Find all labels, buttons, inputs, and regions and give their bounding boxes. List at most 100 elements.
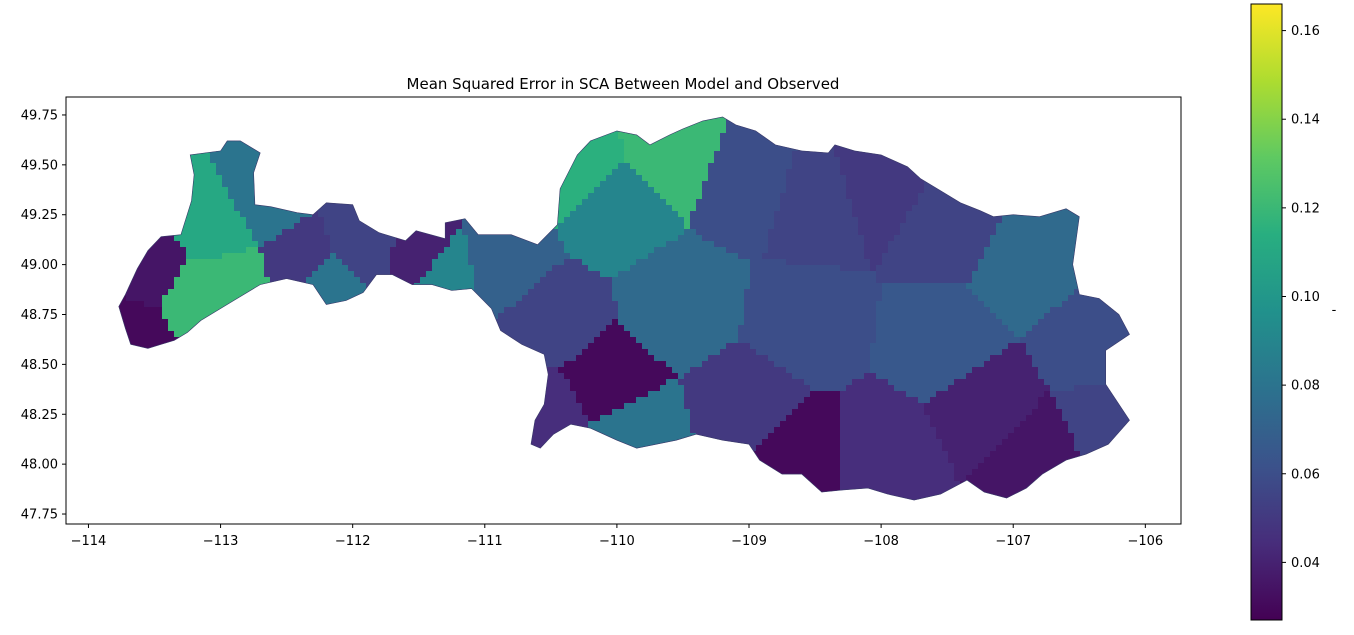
region-cell <box>630 97 636 103</box>
region-cell <box>558 109 564 115</box>
region-cell <box>1122 117 1129 122</box>
region-cell <box>270 253 277 260</box>
region-cell <box>918 169 925 176</box>
region-cell <box>630 109 636 115</box>
region-cell <box>102 163 108 169</box>
region-cell <box>726 235 733 242</box>
region-cell <box>408 223 415 230</box>
region-cell <box>360 145 367 152</box>
region-cell <box>198 247 205 254</box>
region-cell <box>612 199 619 206</box>
region-cell <box>696 121 703 128</box>
region-cell <box>96 133 102 139</box>
region-cell <box>528 217 535 224</box>
region-cell <box>1110 211 1117 218</box>
region-cell <box>144 97 150 103</box>
region-cell <box>150 253 157 260</box>
region-cell <box>1146 187 1152 193</box>
region-cell <box>150 169 157 176</box>
region-cell <box>750 253 757 260</box>
region-cell <box>84 163 90 169</box>
region-cell <box>942 103 948 109</box>
region-cell <box>594 253 601 260</box>
region-cell <box>582 187 589 194</box>
region-cell <box>960 217 967 224</box>
region-cell <box>834 205 841 212</box>
region-cell <box>654 229 661 236</box>
region-cell <box>156 187 163 194</box>
region-cell <box>624 121 631 128</box>
region-cell <box>780 163 787 170</box>
region-cell <box>792 241 799 248</box>
region-cell <box>972 241 979 248</box>
region-cell <box>792 163 799 170</box>
region-cell <box>750 247 757 254</box>
region-cell <box>360 139 367 146</box>
region-cell <box>366 127 373 134</box>
region-cell <box>642 199 649 206</box>
region-cell <box>822 175 829 182</box>
region-cell <box>198 151 205 158</box>
region-cell <box>234 157 241 164</box>
region-cell <box>756 145 763 152</box>
region-cell <box>372 97 378 103</box>
region-cell <box>474 211 481 218</box>
region-cell <box>756 217 763 224</box>
region-cell <box>126 223 133 230</box>
region-cell <box>738 145 745 152</box>
region-cell <box>732 205 739 212</box>
region-cell <box>174 103 180 109</box>
region-cell <box>756 193 763 200</box>
region-cell <box>840 193 847 200</box>
region-cell <box>1002 199 1009 206</box>
region-cell <box>360 181 367 188</box>
region-cell <box>102 181 108 187</box>
region-cell <box>306 187 313 194</box>
region-cell <box>1158 211 1164 217</box>
region-cell <box>846 247 853 254</box>
region-cell <box>1086 127 1093 134</box>
region-cell <box>864 205 871 212</box>
region-cell <box>642 193 649 200</box>
region-cell <box>66 241 72 247</box>
region-cell <box>714 169 721 176</box>
region-cell <box>108 205 114 211</box>
region-cell <box>1080 193 1087 200</box>
region-cell <box>456 127 463 134</box>
region-cell <box>894 223 901 230</box>
region-cell <box>504 117 511 122</box>
region-cell <box>66 175 72 181</box>
region-cell <box>1086 187 1093 194</box>
region-cell <box>846 193 853 200</box>
region-cell <box>1002 205 1009 212</box>
region-cell <box>552 117 559 122</box>
region-cell <box>516 133 523 140</box>
region-cell <box>858 211 865 218</box>
region-cell <box>972 169 979 176</box>
region-cell <box>570 175 577 182</box>
region-cell <box>450 241 457 248</box>
region-cell <box>672 103 678 109</box>
region-cell <box>942 193 949 200</box>
region-cell <box>162 169 169 176</box>
region-cell <box>990 217 997 224</box>
region-cell <box>798 247 805 254</box>
region-cell <box>1056 121 1063 128</box>
region-cell <box>1062 247 1069 254</box>
region-cell <box>228 235 235 242</box>
region-cell <box>414 127 421 134</box>
region-cell <box>1152 163 1158 169</box>
region-cell <box>324 109 330 115</box>
region-cell <box>1164 121 1170 127</box>
region-cell <box>282 121 289 128</box>
region-cell <box>1044 109 1050 115</box>
region-cell <box>774 169 781 176</box>
region-cell <box>798 187 805 194</box>
region-cell <box>390 139 397 146</box>
region-cell <box>1062 97 1068 103</box>
region-cell <box>582 145 589 152</box>
region-cell <box>738 163 745 170</box>
region-cell <box>966 235 973 242</box>
region-cell <box>744 169 751 176</box>
region-cell <box>1068 151 1075 158</box>
